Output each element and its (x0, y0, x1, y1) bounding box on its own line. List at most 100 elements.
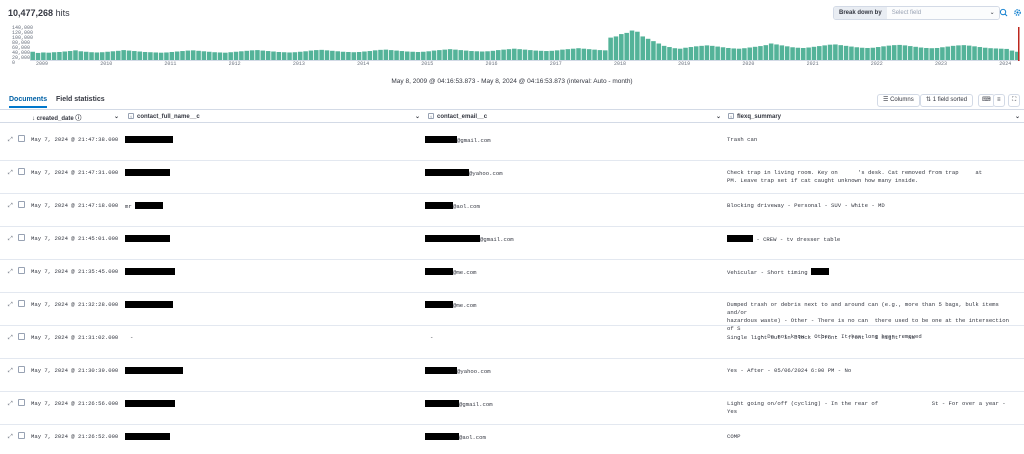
histogram-bar[interactable] (447, 49, 453, 60)
histogram-bar[interactable] (549, 50, 555, 60)
histogram-bar[interactable] (233, 51, 239, 60)
histogram-bar[interactable] (763, 45, 769, 60)
histogram-bar[interactable] (169, 51, 175, 60)
histogram-bar[interactable] (554, 50, 560, 60)
histogram-bar[interactable] (255, 50, 260, 60)
histogram-bar[interactable] (62, 51, 68, 60)
histogram-bar[interactable] (736, 48, 742, 60)
histogram-bar[interactable] (116, 50, 121, 60)
histogram-bar[interactable] (875, 47, 881, 60)
histogram-bar[interactable] (485, 51, 490, 60)
histogram-bar[interactable] (908, 46, 913, 60)
histogram-bar[interactable] (506, 49, 512, 60)
histogram-bar[interactable] (758, 46, 763, 60)
expand-icon[interactable]: ⤢ (8, 169, 13, 176)
histogram-bar[interactable] (843, 45, 849, 60)
histogram-bar[interactable] (688, 47, 694, 60)
histogram-bar[interactable] (378, 49, 383, 60)
histogram-bar[interactable] (292, 52, 298, 60)
histogram-bar[interactable] (212, 52, 217, 60)
row-checkbox[interactable] (18, 168, 25, 175)
histogram-bar[interactable] (977, 47, 983, 60)
histogram-bar[interactable] (431, 50, 437, 60)
histogram-bar[interactable] (501, 49, 506, 60)
histogram-bar[interactable] (469, 51, 474, 60)
histogram-bar[interactable] (784, 46, 790, 60)
histogram-bar[interactable] (624, 32, 629, 60)
row-checkbox[interactable] (18, 135, 25, 142)
histogram-bar[interactable] (774, 44, 779, 60)
tab-documents[interactable]: Documents (9, 96, 48, 108)
expand-icon[interactable]: ⤢ (8, 136, 13, 143)
histogram-bar[interactable] (314, 50, 319, 60)
histogram-bar[interactable] (522, 49, 528, 60)
histogram-bar[interactable] (356, 51, 362, 60)
histogram-bar[interactable] (811, 46, 817, 60)
histogram-bar[interactable] (442, 49, 447, 60)
histogram-bar[interactable] (463, 50, 469, 60)
histogram-bar[interactable] (715, 46, 720, 60)
histogram-bar[interactable] (565, 49, 571, 60)
histogram-bar[interactable] (693, 46, 699, 60)
table-row[interactable]: ⤢ May 7, 2024 @ 21:31:02.000 - - Single … (0, 326, 1024, 359)
expand-icon[interactable]: ⤢ (8, 235, 13, 242)
columns-button[interactable]: ☰ Columns (877, 94, 920, 107)
histogram-bar[interactable] (918, 47, 924, 60)
table-row[interactable]: ⤢ May 7, 2024 @ 21:35:45.000 @me.com Veh… (0, 260, 1024, 293)
histogram-bar[interactable] (185, 50, 191, 60)
histogram-bar[interactable] (73, 50, 78, 60)
histogram-bar[interactable] (1004, 48, 1009, 60)
histogram-bar[interactable] (859, 47, 865, 60)
histogram-bar[interactable] (854, 47, 860, 60)
histogram-bar[interactable] (881, 46, 886, 60)
histogram-bar[interactable] (190, 50, 196, 60)
histogram-bar[interactable] (806, 47, 811, 60)
histogram-bar[interactable] (453, 49, 458, 60)
histogram-bar[interactable] (608, 37, 613, 60)
tab-field-statistics[interactable]: Field statistics (56, 96, 105, 103)
table-row[interactable]: ⤢ May 7, 2024 @ 21:26:52.000 @aol.com CO… (0, 425, 1024, 454)
histogram-bar[interactable] (83, 51, 89, 60)
inspect-icon[interactable] (998, 8, 1008, 18)
histogram-bar[interactable] (512, 48, 517, 60)
histogram-bar[interactable] (57, 51, 62, 60)
histogram-bar[interactable] (956, 45, 961, 60)
chevron-down-icon[interactable]: ⌄ (1015, 114, 1021, 120)
display-settings-icon[interactable]: ≡ (993, 94, 1005, 107)
histogram-bar[interactable] (126, 50, 132, 60)
histogram-bar[interactable] (265, 51, 271, 60)
histogram-bar[interactable] (982, 47, 988, 60)
histogram-bar[interactable] (897, 44, 902, 60)
histogram-bar[interactable] (988, 48, 993, 60)
histogram-bar[interactable] (121, 50, 126, 60)
histogram-bar[interactable] (228, 52, 233, 60)
histogram-bar[interactable] (239, 51, 244, 60)
histogram-bar[interactable] (635, 31, 640, 60)
histogram-bar[interactable] (677, 48, 683, 60)
histogram-bar[interactable] (495, 50, 501, 60)
histogram-bar[interactable] (426, 51, 431, 60)
histogram-bar[interactable] (742, 48, 747, 60)
table-row[interactable]: ⤢ May 7, 2024 @ 21:32:28.000 @me.com Dum… (0, 293, 1024, 340)
histogram-bar[interactable] (619, 34, 624, 60)
sort-button[interactable]: ⇅ 1 field sorted (920, 94, 974, 107)
histogram-bar[interactable] (346, 51, 351, 60)
histogram-bar[interactable] (223, 52, 228, 60)
histogram-bar[interactable] (180, 51, 185, 60)
histogram-bar[interactable] (1015, 51, 1020, 60)
column-header-contact-full-name[interactable]: t contact_full_name__c (128, 113, 200, 120)
histogram-bar[interactable] (817, 46, 822, 60)
histogram-bar[interactable] (667, 47, 672, 60)
histogram-bar[interactable] (388, 50, 394, 60)
histogram-bar[interactable] (46, 52, 51, 60)
table-row[interactable]: ⤢ May 7, 2024 @ 21:30:39.000 @yahoo.com … (0, 359, 1024, 392)
histogram-bar[interactable] (768, 43, 774, 61)
histogram-bar[interactable] (303, 51, 308, 60)
histogram-bar[interactable] (592, 49, 597, 60)
row-checkbox[interactable] (18, 432, 25, 439)
histogram-bar[interactable] (576, 48, 581, 60)
histogram-bar[interactable] (517, 49, 522, 60)
keyboard-icon[interactable]: ⌨ (978, 94, 995, 107)
histogram-bar[interactable] (110, 51, 116, 60)
histogram-bar[interactable] (99, 52, 105, 60)
